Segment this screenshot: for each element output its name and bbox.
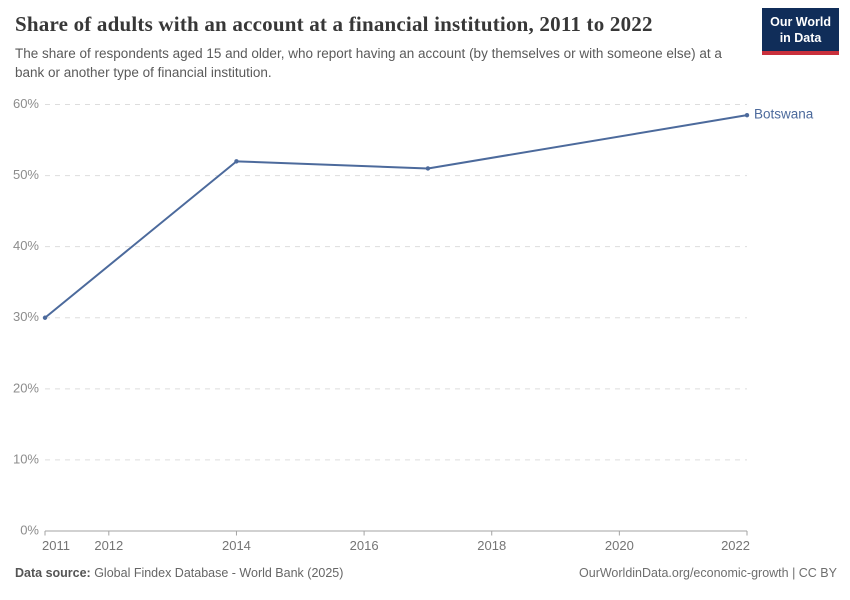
x-tick-label-2020: 2020 bbox=[605, 538, 634, 553]
y-tick-label-30: 30% bbox=[13, 309, 39, 324]
chart-canvas[interactable]: 0% 10% 20% 30% 40% 50% 60% 2011 2012 2014 2016 2018… bbox=[0, 95, 850, 560]
data-point-botswana-2022[interactable] bbox=[744, 112, 750, 118]
x-tick-label-2014: 2014 bbox=[222, 538, 251, 553]
data-source-note: Data source: Global Findex Database - Wo… bbox=[15, 566, 343, 580]
y-tick-label-10: 10% bbox=[13, 451, 39, 466]
x-tick-label-2022: 2022 bbox=[721, 538, 750, 553]
series-end-label-botswana[interactable]: Botswana bbox=[754, 107, 814, 122]
x-tick-label-2012: 2012 bbox=[94, 538, 123, 553]
x-tick-label-2011: 2011 bbox=[42, 538, 70, 553]
x-tick-label-2016: 2016 bbox=[350, 538, 379, 553]
chart-footer: Data source: Global Findex Database - Wo… bbox=[15, 566, 837, 580]
y-tick-label-0: 0% bbox=[20, 522, 39, 537]
data-source-value: Global Findex Database - World Bank (202… bbox=[90, 566, 344, 580]
owid-logo-line2: in Data bbox=[779, 31, 822, 46]
y-tick-label-40: 40% bbox=[13, 238, 39, 253]
series-line-botswana[interactable] bbox=[44, 114, 748, 319]
y-tick-label-60: 60% bbox=[13, 96, 39, 111]
y-tick-label-50: 50% bbox=[13, 167, 39, 182]
chart-subtitle: The share of respondents aged 15 and old… bbox=[15, 46, 722, 81]
data-point-botswana-2017[interactable] bbox=[425, 166, 431, 171]
chart-plot-area[interactable]: 0% 10% 20% 30% 40% 50% 60% 2011 2012 2014 2016 2018… bbox=[0, 95, 850, 560]
chart-title: Share of adults with an account at a fin… bbox=[15, 12, 653, 36]
owid-logo[interactable]: Our World in Data bbox=[762, 8, 839, 55]
data-point-botswana-2011[interactable] bbox=[42, 315, 48, 320]
chart-header: Share of adults with an account at a fin… bbox=[15, 12, 750, 83]
owid-logo-line1: Our World bbox=[770, 15, 831, 29]
data-point-botswana-2014[interactable] bbox=[234, 159, 239, 164]
license-link[interactable]: OurWorldinData.org/economic-growth | CC … bbox=[579, 566, 837, 580]
y-tick-label-20: 20% bbox=[13, 380, 39, 395]
x-tick-label-2018: 2018 bbox=[477, 538, 506, 553]
data-source-label: Data source: bbox=[15, 566, 91, 580]
